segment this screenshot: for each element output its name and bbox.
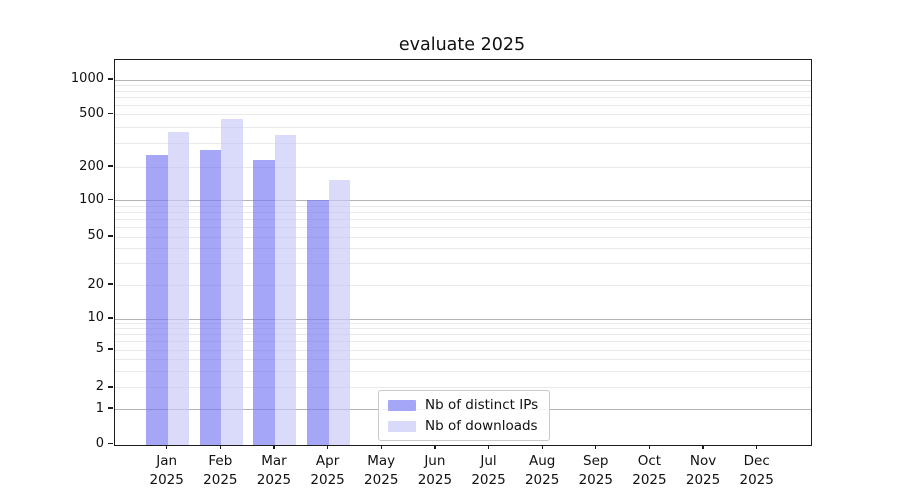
legend-label-downloads: Nb of downloads	[425, 418, 538, 434]
legend-label-distinct-ips: Nb of distinct IPs	[425, 397, 539, 413]
y-tick-mark	[107, 442, 113, 445]
y-tick-label: 200	[79, 158, 104, 174]
bar-downloads	[328, 180, 351, 445]
minor-gridline	[115, 226, 811, 228]
minor-gridline	[115, 328, 811, 330]
y-tick-mark	[107, 407, 113, 409]
x-tick-mark	[273, 444, 275, 450]
x-tick-mark	[219, 444, 221, 450]
y-tick-label: 20	[87, 276, 104, 292]
x-tick-mark	[380, 444, 382, 450]
minor-gridline	[115, 236, 811, 238]
x-tick-label: Sep 2025	[578, 453, 613, 488]
plot-area	[114, 59, 812, 446]
minor-gridline	[115, 387, 811, 389]
minor-gridline	[115, 211, 811, 213]
x-tick-mark	[756, 444, 758, 450]
x-tick-label: Jun 2025	[417, 453, 453, 488]
y-tick-label: 0	[95, 436, 104, 451]
y-tick-label: 50	[87, 228, 104, 244]
y-tick-mark	[107, 317, 113, 319]
x-tick-label: Feb 2025	[203, 453, 238, 488]
chart-title: evaluate 2025	[398, 35, 526, 55]
major-gridline	[115, 79, 811, 81]
major-gridline	[115, 200, 811, 201]
x-tick-label: Apr 2025	[310, 453, 345, 488]
y-tick-mark	[107, 78, 113, 80]
x-tick-mark	[326, 444, 329, 450]
y-tick-label: 5	[95, 341, 104, 357]
y-tick-mark	[107, 348, 113, 350]
minor-gridline	[115, 263, 811, 265]
x-tick-label: Nov 2025	[685, 453, 721, 488]
y-tick-mark	[107, 235, 113, 237]
x-tick-mark	[166, 444, 168, 450]
x-tick-mark	[648, 444, 651, 450]
minor-gridline	[115, 323, 811, 325]
minor-gridline	[115, 126, 811, 128]
bar-downloads	[167, 131, 190, 445]
minor-gridline	[115, 143, 811, 145]
legend-swatch-distinct-ips	[388, 399, 416, 411]
bar-distinct-ips	[307, 199, 329, 445]
x-tick-label: Dec 2025	[739, 453, 774, 488]
bar-distinct-ips	[253, 160, 275, 445]
legend-item-downloads: Nb of downloads	[388, 418, 538, 434]
minor-gridline	[115, 370, 811, 372]
x-tick-mark	[487, 444, 490, 450]
x-tick-mark	[434, 444, 436, 450]
y-tick-label: 1000	[70, 71, 104, 87]
y-tick-mark	[107, 198, 113, 201]
minor-gridline	[115, 113, 811, 115]
minor-gridline	[115, 248, 811, 250]
y-tick-mark	[107, 386, 113, 388]
minor-gridline	[115, 284, 811, 286]
x-tick-mark	[541, 444, 543, 450]
x-tick-label: Jan 2025	[149, 453, 184, 488]
y-tick-label: 500	[79, 105, 104, 121]
y-tick-label: 2	[95, 379, 104, 395]
minor-gridline	[115, 205, 811, 207]
y-tick-label: 1	[95, 400, 104, 416]
legend-swatch-downloads	[388, 420, 416, 432]
bar-downloads	[221, 119, 243, 445]
minor-gridline	[115, 218, 811, 220]
x-tick-mark	[595, 444, 597, 450]
legend: Nb of distinct IPs Nb of downloads	[378, 390, 551, 441]
minor-gridline	[115, 349, 811, 351]
major-gridline	[115, 318, 811, 320]
x-tick-label: Mar 2025	[256, 453, 292, 488]
x-tick-label: Oct 2025	[632, 453, 667, 488]
y-tick-label: 10	[87, 310, 104, 326]
y-tick-mark	[107, 112, 113, 115]
x-tick-label: Jul 2025	[471, 453, 506, 488]
x-tick-label: Aug 2025	[524, 453, 560, 488]
x-tick-label: May 2025	[364, 453, 399, 488]
y-tick-label: 100	[79, 191, 104, 207]
bar-distinct-ips	[146, 155, 168, 445]
minor-gridline	[115, 334, 811, 336]
minor-gridline	[115, 166, 811, 168]
minor-gridline	[115, 104, 811, 106]
minor-gridline	[115, 341, 811, 343]
minor-gridline	[115, 97, 811, 99]
legend-item-distinct-ips: Nb of distinct IPs	[388, 397, 538, 413]
minor-gridline	[115, 358, 811, 360]
bar-distinct-ips	[199, 149, 222, 445]
y-tick-mark	[107, 283, 113, 285]
y-tick-mark	[107, 165, 113, 167]
bar-downloads	[274, 135, 297, 445]
minor-gridline	[115, 84, 811, 86]
minor-gridline	[115, 90, 811, 92]
x-tick-mark	[702, 444, 704, 450]
